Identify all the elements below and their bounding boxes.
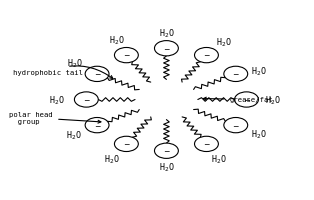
Text: H$_2$O: H$_2$O <box>216 37 231 49</box>
Circle shape <box>224 67 248 82</box>
Circle shape <box>224 118 248 133</box>
Circle shape <box>115 48 138 63</box>
Text: −: − <box>233 121 239 130</box>
Text: polar head
  group: polar head group <box>9 112 101 124</box>
Text: H$_2$O: H$_2$O <box>252 65 267 78</box>
Circle shape <box>195 48 218 63</box>
Circle shape <box>154 143 178 159</box>
Circle shape <box>154 41 178 57</box>
Text: −: − <box>203 140 210 149</box>
Text: −: − <box>163 147 170 155</box>
Text: −: − <box>203 51 210 60</box>
Text: H$_2$O: H$_2$O <box>211 152 227 165</box>
Circle shape <box>85 118 109 133</box>
Text: −: − <box>123 140 130 149</box>
Text: −: − <box>233 70 239 79</box>
Text: grease/fat: grease/fat <box>203 97 273 103</box>
Circle shape <box>74 92 98 108</box>
Text: H$_2$O: H$_2$O <box>265 94 281 106</box>
Text: H$_2$O: H$_2$O <box>159 161 174 173</box>
Circle shape <box>114 137 138 152</box>
Text: −: − <box>94 121 100 130</box>
Text: H$_2$O: H$_2$O <box>67 57 83 70</box>
Text: H$_2$O: H$_2$O <box>66 129 81 141</box>
Text: H$_2$O: H$_2$O <box>109 35 125 47</box>
Text: −: − <box>123 51 130 60</box>
Text: H$_2$O: H$_2$O <box>49 94 64 106</box>
Circle shape <box>85 67 109 82</box>
Text: H$_2$O: H$_2$O <box>105 152 120 165</box>
Text: H$_2$O: H$_2$O <box>159 28 174 40</box>
Text: −: − <box>243 96 250 104</box>
Text: hydrophobic tail: hydrophobic tail <box>13 67 113 79</box>
Circle shape <box>235 92 258 108</box>
Text: H$_2$O: H$_2$O <box>252 128 267 141</box>
Text: −: − <box>94 70 100 79</box>
Text: −: − <box>83 96 89 104</box>
Circle shape <box>195 137 218 152</box>
Text: −: − <box>163 45 170 53</box>
